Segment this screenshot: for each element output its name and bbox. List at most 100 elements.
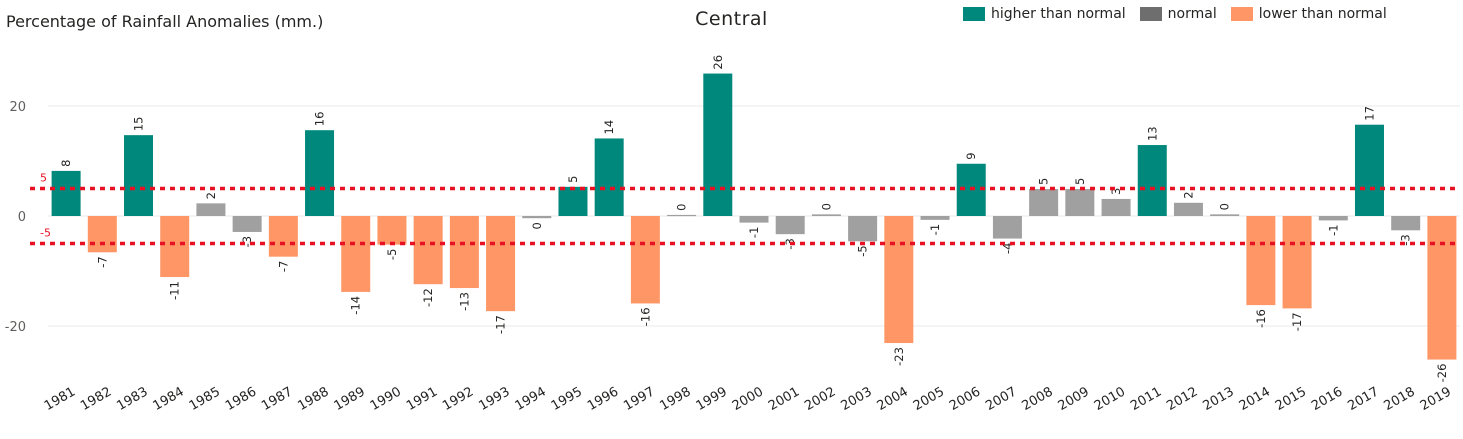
y-axis-title: Percentage of Rainfall Anomalies (mm.)	[6, 12, 324, 31]
x-tick-label: 2013	[1201, 384, 1237, 414]
x-tick-label: 2018	[1382, 384, 1418, 414]
bar-1991[interactable]	[413, 216, 443, 285]
bar-2003[interactable]	[848, 216, 878, 242]
bar-1983[interactable]	[124, 135, 154, 216]
bar-1989[interactable]	[341, 216, 371, 292]
data-label: 3	[1109, 188, 1123, 195]
x-tick-label: 2011	[1128, 384, 1164, 414]
bar-1987[interactable]	[268, 216, 298, 257]
x-tick-label: 1986	[223, 384, 259, 414]
bar-2013[interactable]	[1210, 214, 1240, 216]
x-tick-label: 2003	[838, 384, 874, 414]
x-tick-label: 1989	[332, 384, 368, 414]
bar-2007[interactable]	[992, 216, 1022, 239]
bar-2008[interactable]	[1029, 189, 1059, 216]
bar-2015[interactable]	[1282, 216, 1312, 309]
bar-2001[interactable]	[775, 216, 805, 235]
bar-2002[interactable]	[811, 214, 841, 216]
x-tick-label: 2012	[1164, 384, 1200, 414]
data-label: 0	[530, 222, 544, 229]
data-label: -1	[747, 227, 761, 238]
bar-2017[interactable]	[1354, 124, 1384, 216]
bar-2019[interactable]	[1427, 216, 1457, 360]
bar-1995[interactable]	[558, 186, 588, 216]
bar-1999[interactable]	[703, 73, 733, 216]
chart-title: Central	[695, 8, 768, 30]
data-label: -11	[168, 281, 182, 300]
x-tick-label: 1992	[440, 384, 476, 414]
x-tick-label: 2006	[947, 384, 983, 414]
data-label: 13	[1145, 126, 1159, 141]
y-tick-label: 20	[9, 100, 26, 115]
bar-2005[interactable]	[920, 216, 950, 220]
bar-1996[interactable]	[594, 138, 624, 216]
data-label: -16	[1254, 309, 1268, 328]
x-tick-label: 1996	[585, 384, 621, 414]
data-label: -5	[856, 245, 870, 256]
x-tick-label: 1981	[42, 384, 78, 414]
bar-1992[interactable]	[449, 216, 479, 289]
x-tick-label: 2010	[1092, 384, 1128, 414]
x-tick-label: 2004	[875, 384, 911, 414]
bar-2014[interactable]	[1246, 216, 1276, 306]
data-label: -23	[892, 347, 906, 366]
bar-1986[interactable]	[232, 216, 262, 232]
bar-2011[interactable]	[1137, 145, 1167, 216]
bar-1993[interactable]	[486, 216, 516, 312]
legend-item-lower[interactable]: lower than normal	[1230, 6, 1387, 22]
bar-1982[interactable]	[87, 216, 117, 253]
y-tick-label: -20	[5, 320, 26, 335]
data-label: 8	[59, 160, 73, 167]
x-tick-label: 1999	[694, 384, 730, 414]
data-label: 9	[964, 152, 978, 159]
data-label: 17	[1362, 106, 1376, 121]
bar-1994[interactable]	[522, 216, 552, 219]
legend-item-normal[interactable]: normal	[1139, 6, 1217, 22]
x-tick-label: 1997	[621, 384, 657, 414]
data-label: 26	[711, 55, 725, 70]
bar-1981[interactable]	[51, 170, 81, 216]
x-tick-label: 1998	[657, 384, 693, 414]
data-label: -13	[457, 292, 471, 311]
data-label: 14	[602, 120, 616, 135]
data-label: -12	[421, 288, 435, 307]
x-tick-label: 2014	[1237, 384, 1273, 414]
data-label: 2	[204, 192, 218, 199]
bar-1990[interactable]	[377, 216, 407, 245]
x-tick-label: 1983	[114, 384, 150, 414]
x-tick-label: 2005	[911, 384, 947, 414]
data-label: -17	[494, 315, 508, 334]
bar-2012[interactable]	[1173, 202, 1203, 216]
legend: higher than normal normal lower than nor…	[963, 6, 1401, 22]
x-tick-label: 2009	[1056, 384, 1092, 414]
bar-2000[interactable]	[739, 216, 769, 223]
bar-1984[interactable]	[160, 216, 190, 278]
data-label: 0	[819, 203, 833, 210]
x-tick-label: 2002	[802, 384, 838, 414]
data-label: -3	[1399, 234, 1413, 245]
legend-item-higher[interactable]: higher than normal	[963, 6, 1126, 22]
x-tick-label: 1987	[259, 384, 295, 414]
bar-1988[interactable]	[305, 130, 335, 216]
threshold-label: 5	[40, 172, 47, 185]
bar-1997[interactable]	[630, 216, 660, 304]
bar-1998[interactable]	[667, 214, 697, 217]
x-tick-label: 2000	[730, 384, 766, 414]
bar-2018[interactable]	[1391, 216, 1421, 231]
data-label: -5	[385, 249, 399, 260]
data-label: 0	[675, 204, 689, 211]
x-tick-label: 1995	[549, 384, 585, 414]
data-label: -1	[1326, 224, 1340, 235]
bar-2016[interactable]	[1318, 216, 1348, 221]
bar-2010[interactable]	[1101, 198, 1131, 216]
bar-1985[interactable]	[196, 203, 226, 216]
data-label: -7	[95, 256, 109, 267]
data-label: -26	[1435, 364, 1449, 383]
bar-2009[interactable]	[1065, 189, 1095, 216]
data-label: -4	[1000, 243, 1014, 254]
data-label: 2	[1181, 191, 1195, 198]
threshold-label: -5	[40, 227, 51, 240]
bar-2004[interactable]	[884, 216, 914, 344]
x-tick-label: 2001	[766, 384, 802, 414]
